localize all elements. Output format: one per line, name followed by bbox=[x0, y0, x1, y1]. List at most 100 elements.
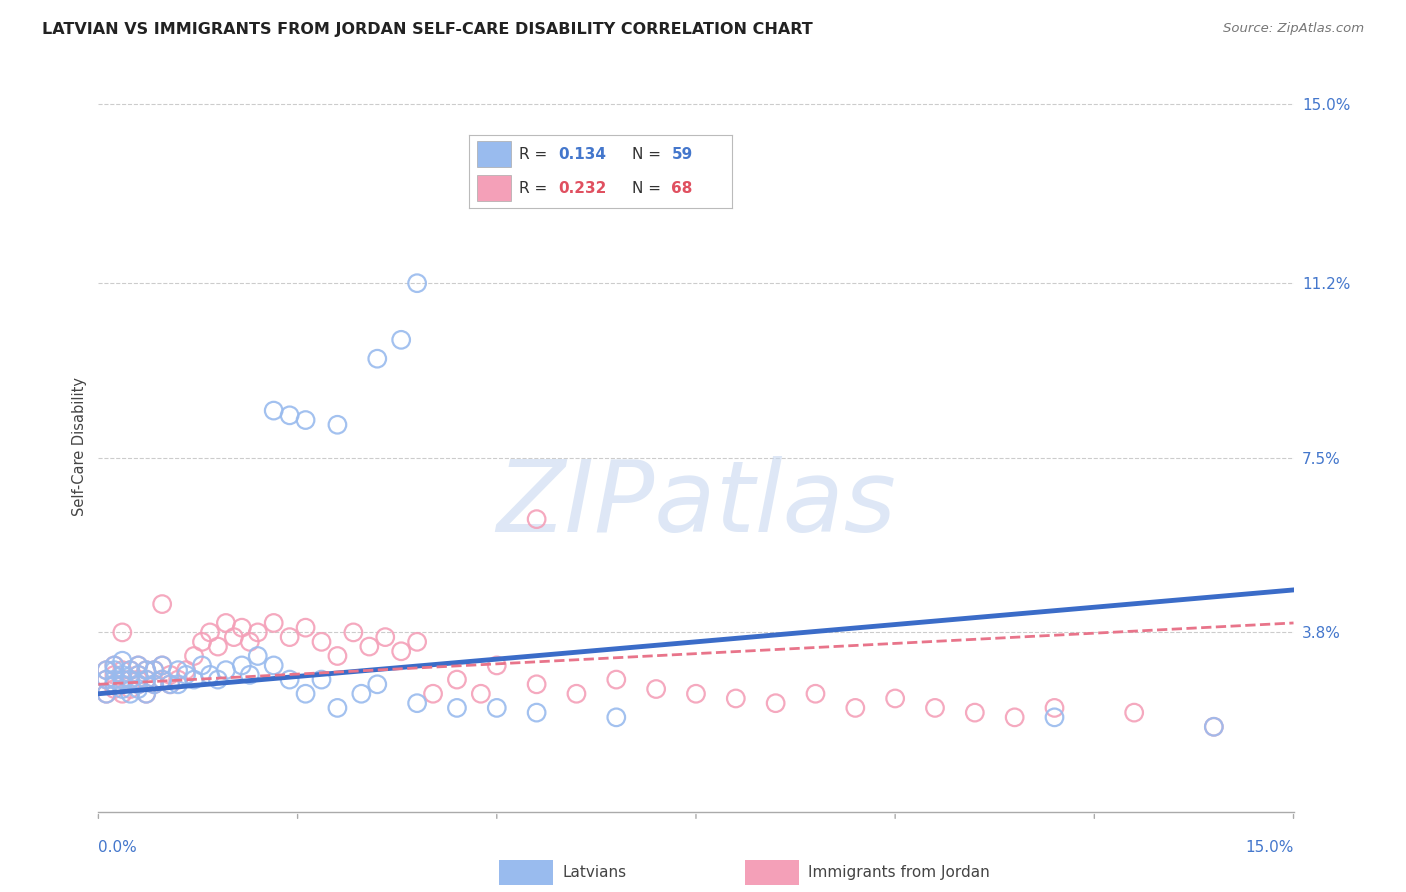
Point bbox=[246, 625, 269, 640]
Point bbox=[485, 701, 508, 715]
Text: N =: N = bbox=[631, 181, 666, 196]
Point bbox=[111, 654, 134, 668]
Point bbox=[844, 701, 866, 715]
Point bbox=[1202, 720, 1225, 734]
Point bbox=[207, 673, 229, 687]
Text: 0.134: 0.134 bbox=[558, 146, 606, 161]
Point bbox=[605, 673, 627, 687]
Point bbox=[167, 677, 190, 691]
Text: Source: ZipAtlas.com: Source: ZipAtlas.com bbox=[1223, 22, 1364, 36]
Point bbox=[143, 663, 166, 677]
Point bbox=[239, 668, 262, 682]
Point bbox=[389, 333, 412, 347]
Point bbox=[389, 644, 412, 658]
Text: 0.0%: 0.0% bbox=[98, 840, 138, 855]
Point bbox=[1043, 701, 1066, 715]
Point bbox=[198, 625, 221, 640]
Text: Immigrants from Jordan: Immigrants from Jordan bbox=[808, 865, 990, 880]
Point bbox=[311, 673, 333, 687]
Point bbox=[326, 701, 349, 715]
Point bbox=[96, 673, 118, 687]
Point bbox=[526, 706, 548, 720]
Point bbox=[359, 640, 381, 654]
Point bbox=[120, 673, 142, 687]
Point bbox=[159, 677, 181, 691]
Point bbox=[406, 635, 429, 649]
Point bbox=[135, 673, 157, 687]
Point bbox=[884, 691, 907, 706]
Point bbox=[103, 677, 125, 691]
Text: Latvians: Latvians bbox=[562, 865, 627, 880]
Point bbox=[326, 648, 349, 663]
Point bbox=[342, 625, 364, 640]
Point bbox=[422, 687, 444, 701]
Point bbox=[215, 663, 238, 677]
Point bbox=[103, 668, 125, 682]
Point bbox=[963, 706, 986, 720]
Point bbox=[174, 668, 197, 682]
Point bbox=[526, 512, 548, 526]
Point bbox=[135, 663, 157, 677]
Point bbox=[924, 701, 946, 715]
Point bbox=[263, 615, 285, 630]
Point bbox=[150, 597, 173, 611]
Point bbox=[278, 673, 301, 687]
Point bbox=[96, 663, 118, 677]
Point bbox=[143, 677, 166, 691]
Point bbox=[263, 658, 285, 673]
Point bbox=[111, 668, 134, 682]
Bar bbox=[477, 141, 510, 167]
Point bbox=[765, 696, 787, 710]
Point bbox=[231, 621, 253, 635]
Point bbox=[645, 681, 668, 696]
Point bbox=[350, 687, 373, 701]
Point bbox=[278, 409, 301, 423]
Point bbox=[150, 673, 173, 687]
Point bbox=[183, 648, 205, 663]
Point bbox=[446, 701, 468, 715]
Point bbox=[120, 681, 142, 696]
Point bbox=[111, 677, 134, 691]
Point bbox=[111, 673, 134, 687]
Point bbox=[135, 663, 157, 677]
Point bbox=[127, 677, 149, 691]
Point bbox=[191, 658, 214, 673]
Point bbox=[159, 677, 181, 691]
Point bbox=[198, 668, 221, 682]
Point bbox=[150, 673, 173, 687]
Point bbox=[135, 687, 157, 701]
Point bbox=[120, 663, 142, 677]
Point bbox=[135, 687, 157, 701]
Point bbox=[263, 403, 285, 417]
Point bbox=[103, 658, 125, 673]
Point bbox=[127, 677, 149, 691]
Point bbox=[167, 663, 190, 677]
Point bbox=[294, 413, 316, 427]
Point bbox=[150, 658, 173, 673]
Point bbox=[120, 687, 142, 701]
Point bbox=[103, 677, 125, 691]
Point bbox=[120, 673, 142, 687]
Point bbox=[1202, 720, 1225, 734]
Point bbox=[526, 677, 548, 691]
Point bbox=[1043, 710, 1066, 724]
Point bbox=[103, 658, 125, 673]
Point bbox=[183, 673, 205, 687]
Point bbox=[222, 630, 245, 644]
Point bbox=[406, 696, 429, 710]
Point bbox=[724, 691, 747, 706]
Point bbox=[103, 663, 125, 677]
Point bbox=[111, 687, 134, 701]
Point bbox=[239, 635, 262, 649]
Point bbox=[127, 668, 149, 682]
Point bbox=[111, 663, 134, 677]
Point bbox=[294, 621, 316, 635]
Point bbox=[685, 687, 707, 701]
Text: 68: 68 bbox=[671, 181, 693, 196]
Text: R =: R = bbox=[519, 181, 553, 196]
Point bbox=[103, 673, 125, 687]
Point bbox=[215, 615, 238, 630]
Point bbox=[470, 687, 492, 701]
Point bbox=[278, 630, 301, 644]
Point bbox=[246, 648, 269, 663]
